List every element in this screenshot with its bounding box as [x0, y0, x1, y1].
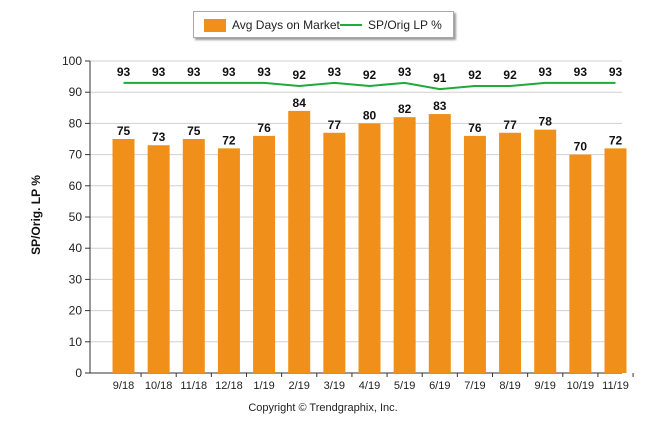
line-value-label: 93 — [257, 65, 271, 79]
legend-label-line: SP/Orig LP % — [368, 18, 442, 32]
legend: Avg Days on Market SP/Orig LP % — [193, 11, 454, 38]
line-value-label: 93 — [609, 65, 623, 79]
x-tick-label: 11/19 — [602, 380, 629, 392]
bar — [288, 110, 311, 374]
y-tick-label: 0 — [75, 366, 82, 380]
x-tick-label: 10/18 — [145, 380, 173, 392]
copyright-text: Copyright © Trendgraphix, Inc. — [248, 402, 398, 414]
bar — [393, 117, 416, 373]
line-value-label: 93 — [398, 65, 412, 79]
y-tick-label: 60 — [69, 179, 83, 193]
x-tick-label: 6/19 — [429, 380, 450, 392]
bar — [358, 123, 381, 374]
bar-value-label: 73 — [152, 130, 166, 144]
bar — [569, 154, 592, 373]
legend-swatch-line — [340, 24, 362, 26]
y-tick-label: 80 — [69, 116, 83, 130]
line-value-label: 92 — [503, 68, 517, 82]
line-value-label: 91 — [433, 71, 447, 85]
x-tick-label: 10/19 — [567, 380, 595, 392]
line-value-label: 93 — [117, 65, 131, 79]
bar-value-label: 78 — [539, 115, 553, 129]
x-tick-label: 9/18 — [113, 380, 134, 392]
bar-value-label: 72 — [222, 133, 236, 147]
line-value-label: 92 — [293, 68, 307, 82]
x-tick-label: 1/19 — [253, 380, 274, 392]
legend-label-bar: Avg Days on Market — [232, 18, 340, 32]
y-tick-label: 70 — [69, 148, 83, 162]
bar — [463, 135, 486, 373]
line-value-label: 93 — [574, 65, 588, 79]
bar — [323, 132, 346, 373]
x-tick-label: 12/18 — [215, 380, 243, 392]
bar — [182, 139, 205, 373]
bar-value-label: 76 — [257, 121, 271, 135]
bar — [217, 148, 240, 373]
x-tick-label: 3/19 — [324, 380, 345, 392]
bar-value-label: 75 — [117, 124, 131, 138]
bar-value-label: 70 — [574, 140, 588, 154]
bar-value-label: 76 — [468, 121, 482, 135]
bar-value-label: 80 — [363, 108, 377, 122]
y-tick-label: 30 — [69, 272, 83, 286]
bar-value-label: 82 — [398, 102, 412, 116]
line-value-label: 93 — [222, 65, 236, 79]
bar-value-label: 72 — [609, 133, 623, 147]
y-tick-label: 90 — [69, 85, 83, 99]
legend-item-line: SP/Orig LP % — [340, 18, 442, 32]
x-tick-label: 7/19 — [464, 380, 485, 392]
bar-value-label: 75 — [187, 124, 201, 138]
bar-value-label: 77 — [503, 118, 517, 132]
bar — [499, 132, 522, 373]
y-tick-label: 20 — [69, 304, 83, 318]
y-tick-label: 40 — [69, 241, 83, 255]
bar — [112, 139, 135, 373]
series-line — [123, 81, 616, 91]
x-tick-label: 2/19 — [289, 380, 310, 392]
x-tick-label: 8/19 — [499, 380, 520, 392]
line-value-label: 93 — [539, 65, 553, 79]
x-tick-label: 4/19 — [359, 380, 380, 392]
line-value-label: 93 — [328, 65, 342, 79]
line-value-label: 93 — [187, 65, 201, 79]
bar — [253, 135, 276, 373]
y-tick-label: 50 — [69, 210, 83, 224]
x-tick-label: 11/18 — [180, 380, 207, 392]
legend-item-bar: Avg Days on Market — [204, 18, 340, 32]
x-tick-label: 9/19 — [535, 380, 556, 392]
bar-value-label: 83 — [433, 99, 447, 113]
bar — [147, 145, 170, 373]
line-value-label: 92 — [468, 68, 482, 82]
legend-swatch-bar — [204, 18, 226, 32]
bar — [534, 129, 557, 373]
line-value-label: 92 — [363, 68, 377, 82]
y-tick-label: 100 — [62, 54, 82, 68]
bar-value-label: 77 — [328, 118, 342, 132]
line-value-label: 93 — [152, 65, 166, 79]
bar — [604, 148, 627, 373]
bar — [428, 114, 451, 373]
y-tick-label: 10 — [69, 335, 83, 349]
bar-value-label: 84 — [293, 96, 307, 110]
x-tick-label: 5/19 — [394, 380, 415, 392]
